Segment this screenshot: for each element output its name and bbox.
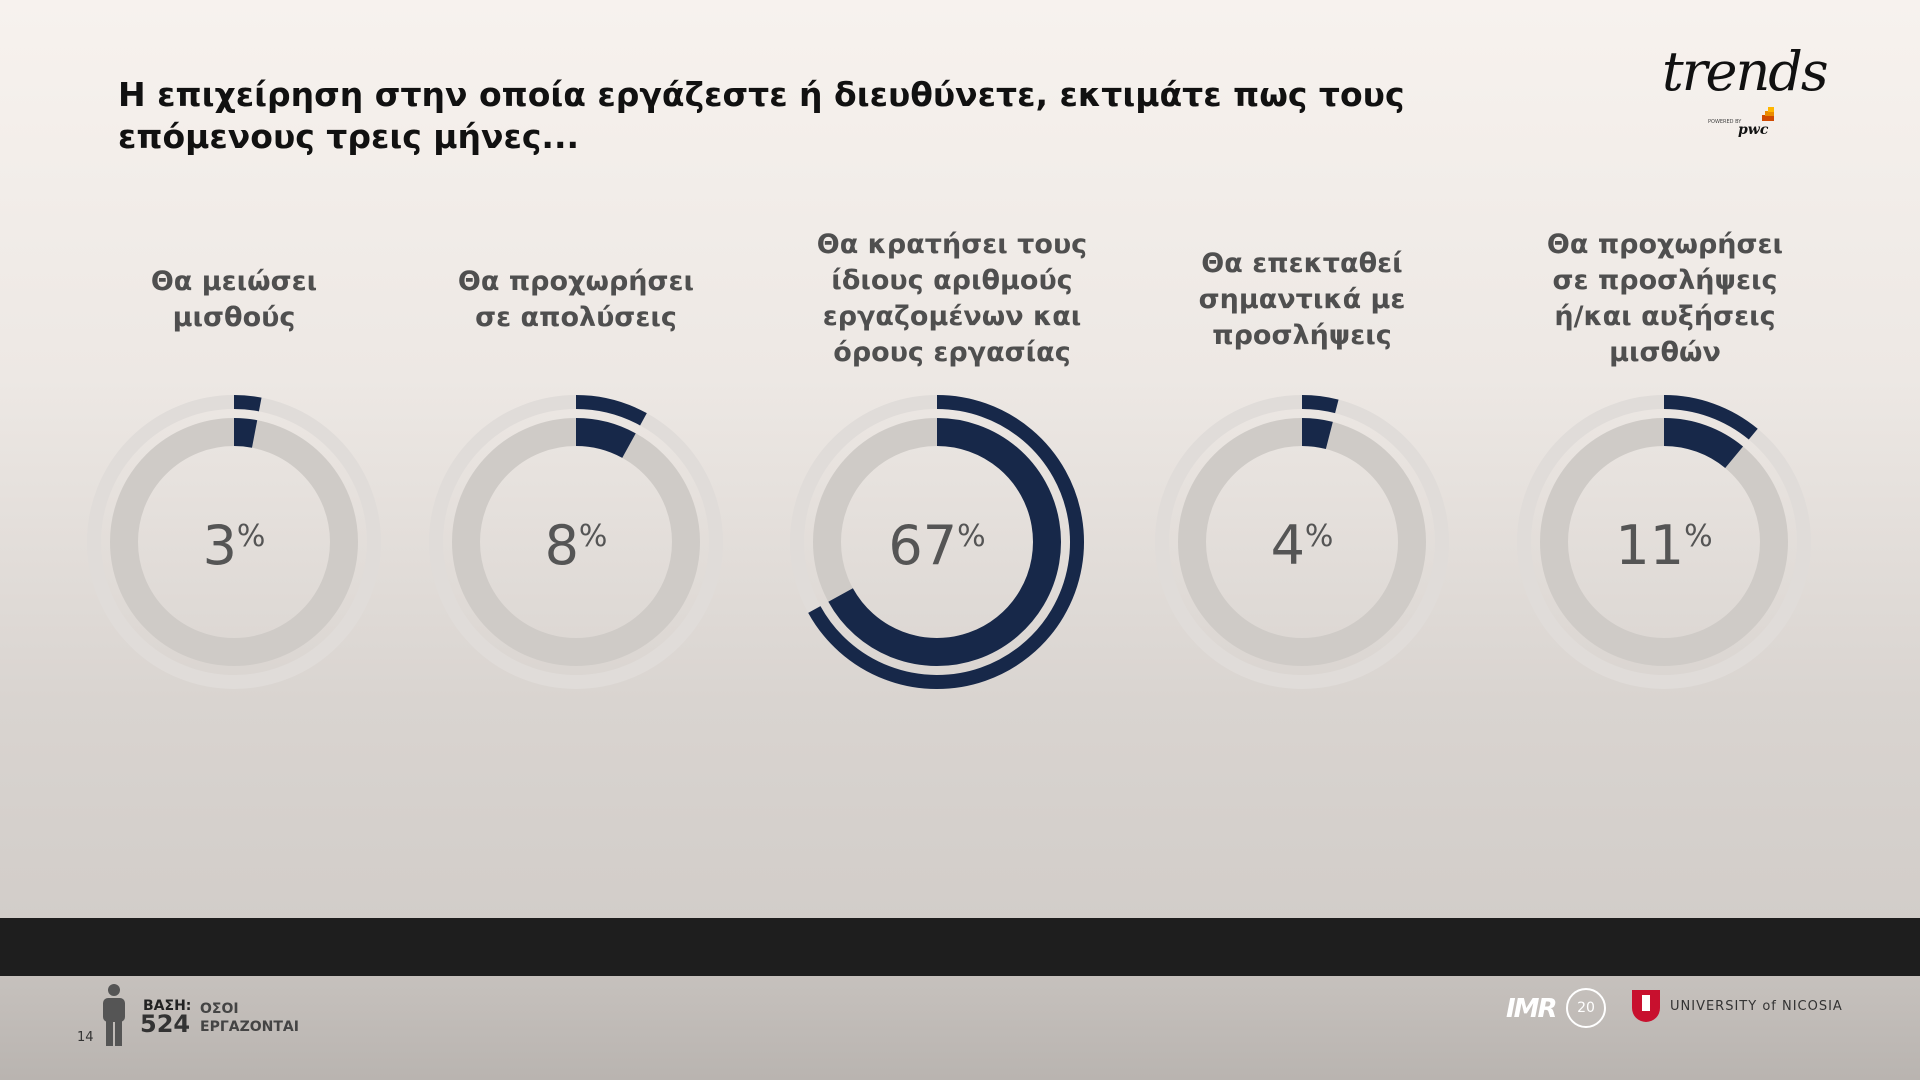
category-label-line: όρους εργασίας (833, 337, 1071, 368)
trends-pwc-logo: trends POWERED BY pwc (1660, 40, 1830, 150)
value-number: 3 (203, 514, 237, 577)
powered-by-label: POWERED BY (1708, 119, 1742, 125)
category-label-line: Θα μειώσει (150, 266, 318, 297)
donut-chart: 67% (790, 395, 1084, 689)
value-arc-inner (575, 418, 636, 459)
value-number: 11 (1615, 514, 1684, 577)
base-desc-line: ΕΡΓΑΖΟΝΤΑΙ (200, 1019, 299, 1035)
value-label: 3% (203, 514, 266, 577)
category-label-line: μισθών (1609, 337, 1721, 368)
category-label-line: σε προσλήψεις (1552, 265, 1778, 296)
value-label: 8% (545, 514, 608, 577)
person-icon (103, 984, 125, 1046)
pwc-wordmark: pwc (1738, 122, 1769, 138)
category-label: Θα επεκταθεί σημαντικά με προσλήψεις (1142, 246, 1462, 354)
value-arc-outer (808, 395, 1084, 689)
category-label-line: προσλήψεις (1212, 320, 1392, 351)
donut-chart: 11% (1517, 395, 1811, 689)
value-arc-outer (1301, 395, 1339, 414)
donut-charts: 3% 8% 67% 4% 11% (87, 395, 1811, 689)
base-desc-line: ΟΣΟΙ (200, 1001, 239, 1017)
value-percent-sign: % (957, 519, 986, 554)
value-number: 67 (888, 514, 957, 577)
category-label: Θα προχωρήσει σε προσλήψεις ή/και αυξήσε… (1505, 227, 1825, 371)
value-percent-sign: % (579, 519, 608, 554)
category-label-line: Θα προχωρήσει (457, 266, 695, 297)
category-label: Θα κρατήσει τους ίδιους αριθμούς εργαζομ… (792, 227, 1112, 371)
value-percent-sign: % (1684, 519, 1713, 554)
base-label: ΒΑΣΗ: (143, 998, 192, 1014)
category-label-line: Θα επεκταθεί (1201, 248, 1403, 279)
imr-logo: IMR 20 (1506, 988, 1614, 1030)
footer-bar (0, 918, 1920, 976)
page-number: 14 (77, 1030, 94, 1045)
donut-chart: 8% (429, 395, 723, 689)
university-shield-icon (1632, 990, 1660, 1022)
value-arc-outer (233, 395, 262, 412)
pwc-mark-icon (1762, 107, 1774, 121)
category-label: Θα προχωρήσει σε απολύσεις (416, 264, 736, 336)
category-label-line: Θα κρατήσει τους (816, 229, 1088, 260)
value-arc-outer (575, 395, 647, 426)
value-arc-inner (1301, 418, 1333, 450)
value-arc-inner (1663, 418, 1744, 469)
category-label-line: Θα προχωρήσει (1546, 229, 1784, 260)
value-arc-outer (1663, 395, 1758, 440)
university-name: UNIVERSITY of NICOSIA (1670, 999, 1843, 1014)
base-value: 524 (140, 1010, 191, 1038)
value-arc-inner (828, 418, 1061, 666)
donut-chart: 4% (1155, 395, 1449, 689)
value-label: 11% (1615, 514, 1712, 577)
category-label-line: εργαζομένων και (822, 301, 1082, 332)
category-label-line: σε απολύσεις (475, 302, 677, 333)
value-percent-sign: % (237, 519, 266, 554)
category-label-line: σημαντικά με (1198, 284, 1406, 315)
value-arc-inner (233, 418, 258, 448)
value-number: 8 (545, 514, 579, 577)
value-label: 67% (888, 514, 985, 577)
page-title: Η επιχείρηση στην οποία εργάζεστε ή διευ… (118, 75, 1405, 156)
imr-anniversary-badge: 20 (1566, 988, 1606, 1028)
value-percent-sign: % (1305, 519, 1334, 554)
category-label-line: ίδιους αριθμούς (831, 265, 1073, 296)
category-label-line: ή/και αυξήσεις (1554, 301, 1776, 332)
value-label: 4% (1271, 514, 1334, 577)
category-label-line: μισθούς (172, 302, 296, 333)
donut-chart: 3% (87, 395, 381, 689)
base-description: ΟΣΟΙ ΕΡΓΑΖΟΝΤΑΙ (200, 1000, 299, 1036)
category-label: Θα μειώσει μισθούς (74, 264, 394, 336)
imr-wordmark: IMR (1506, 994, 1558, 1024)
value-number: 4 (1271, 514, 1305, 577)
trends-wordmark: trends (1662, 40, 1829, 103)
